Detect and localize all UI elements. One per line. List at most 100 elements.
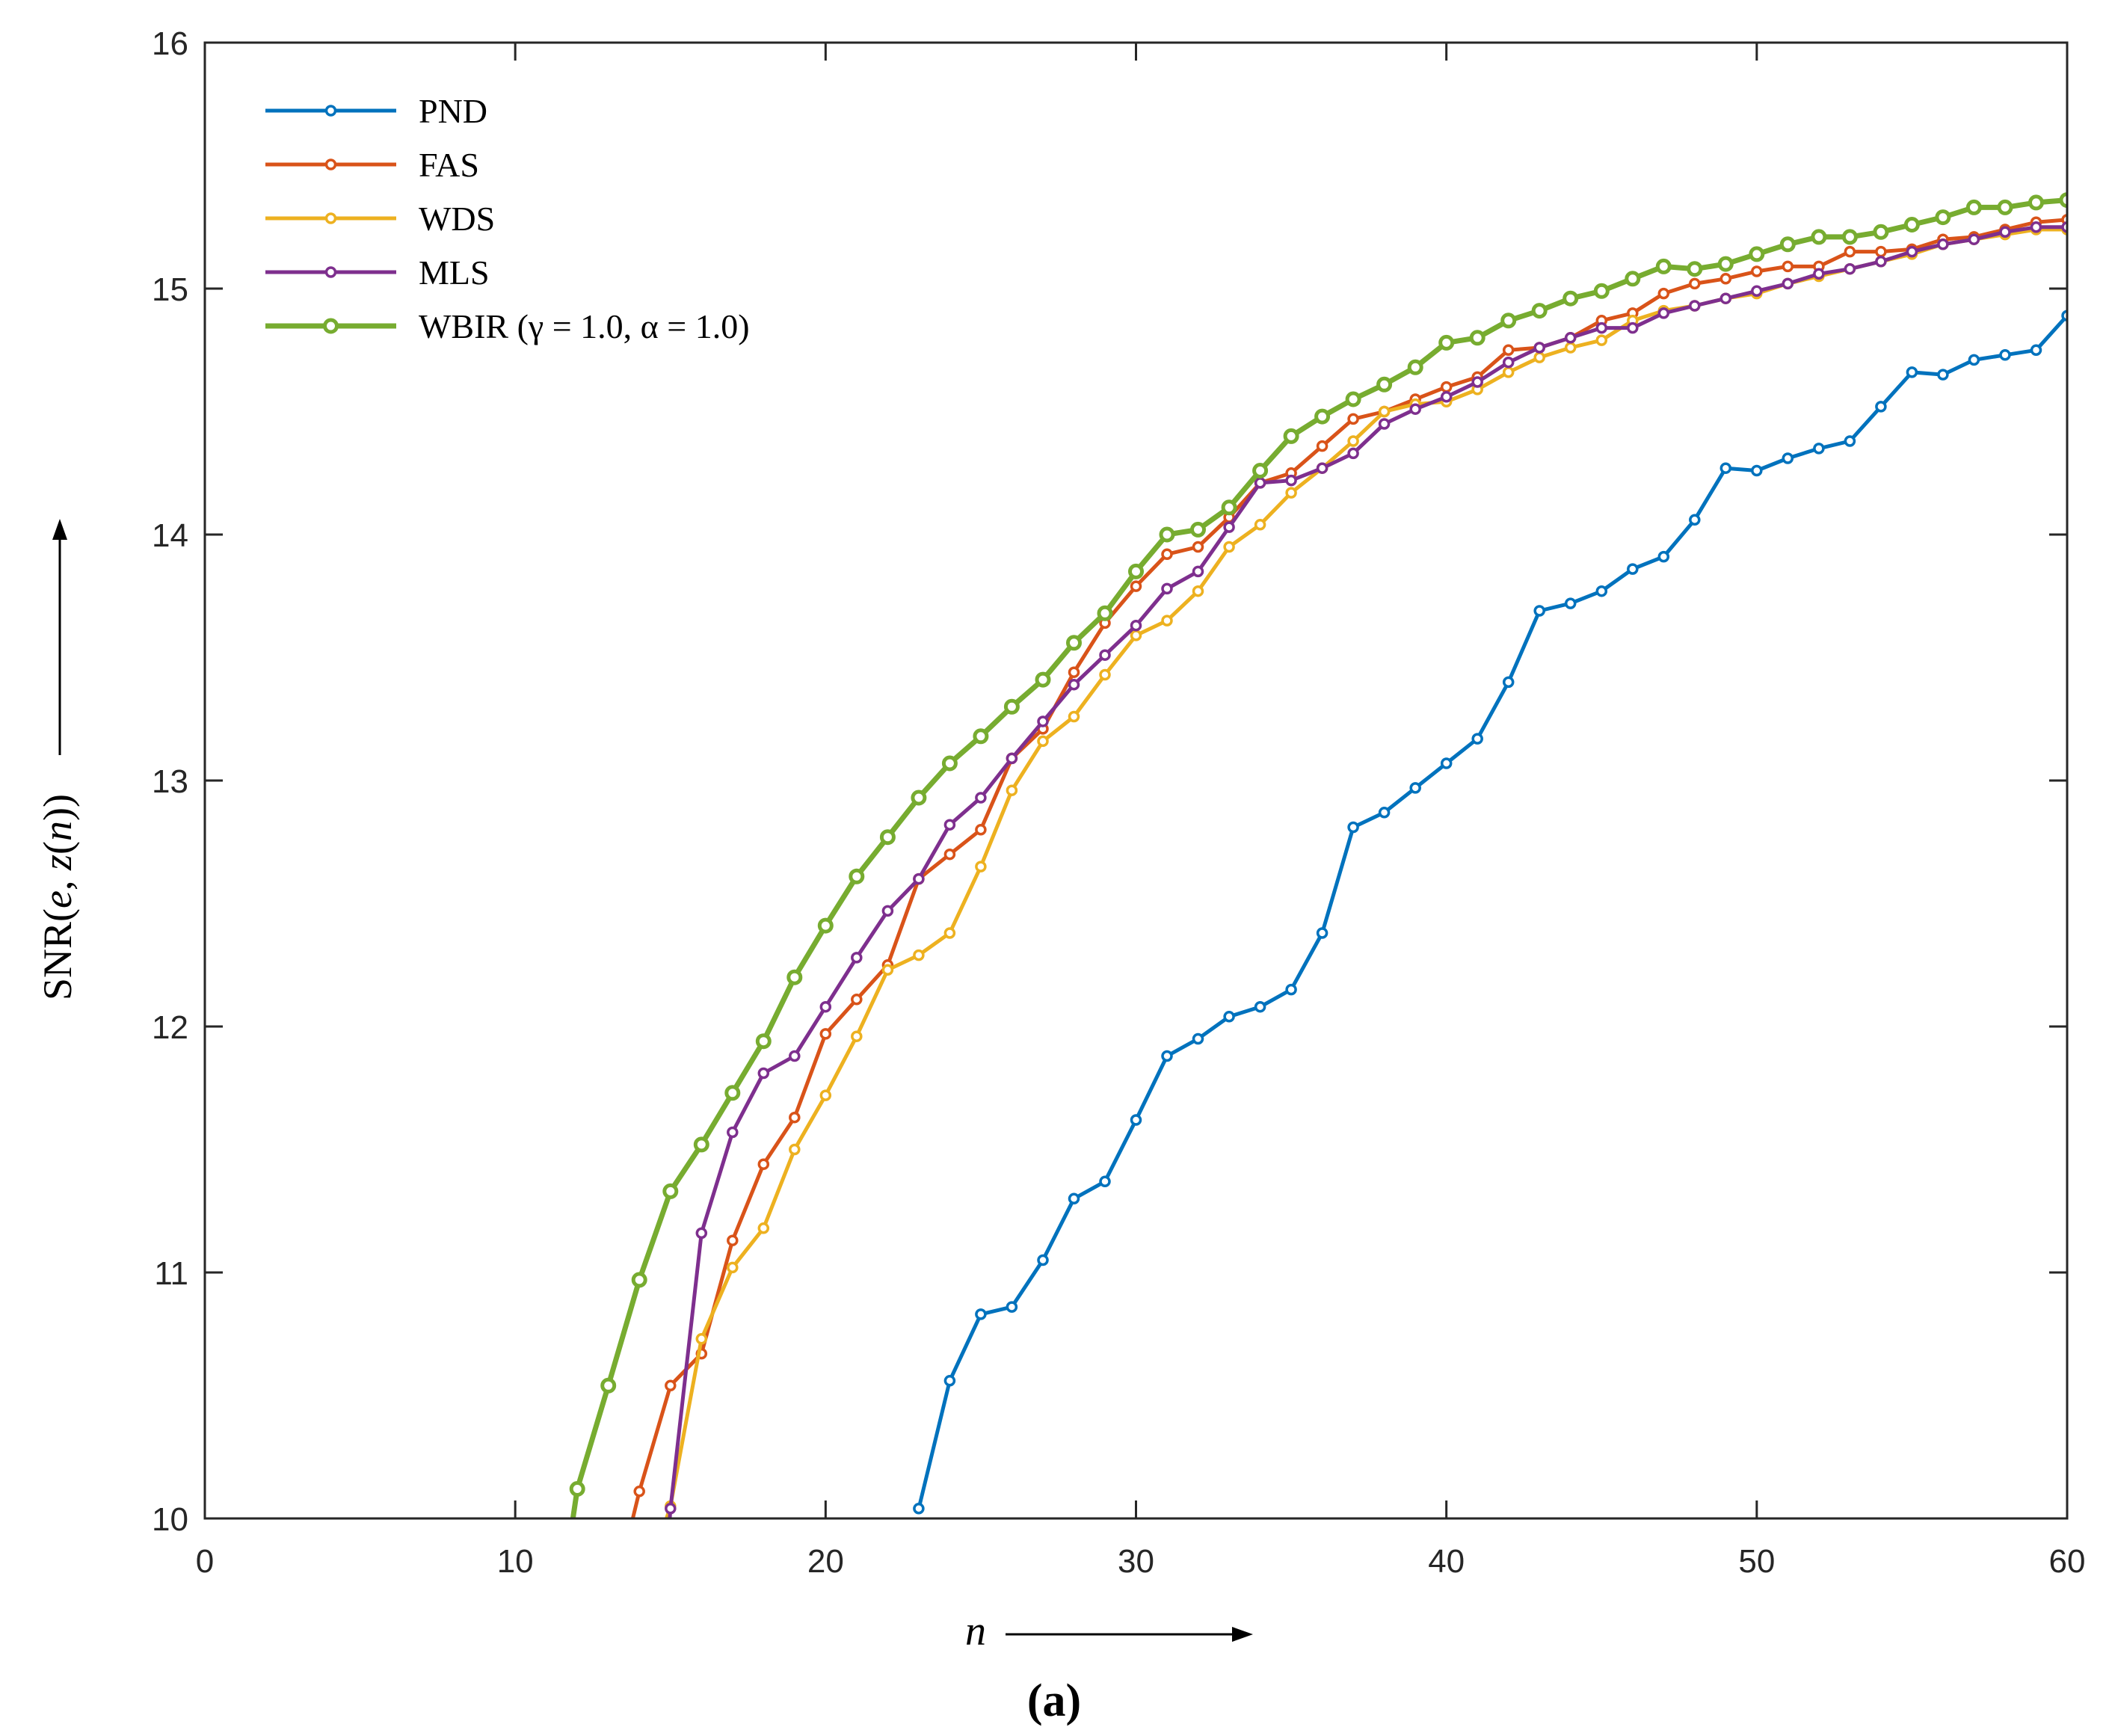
data-point xyxy=(913,949,925,961)
data-point xyxy=(1192,1032,1204,1045)
data-point xyxy=(727,1261,739,1274)
data-point xyxy=(2030,221,2042,233)
tick-marks xyxy=(203,41,2069,1520)
x-tick-label: 50 xyxy=(1738,1543,1775,1580)
data-point xyxy=(1717,256,1734,272)
data-point xyxy=(1066,635,1082,651)
y-tick-labels: 10 11 12 13 14 15 16 xyxy=(152,25,188,1538)
data-point xyxy=(1378,405,1391,418)
data-point xyxy=(1531,303,1548,319)
data-point xyxy=(1500,313,1517,329)
data-point xyxy=(2059,192,2067,209)
data-point xyxy=(1099,668,1111,681)
data-point xyxy=(1875,401,1887,413)
data-point xyxy=(693,1136,709,1153)
data-point xyxy=(943,819,956,831)
data-point xyxy=(851,994,863,1006)
legend-marker xyxy=(324,158,337,170)
data-point xyxy=(695,1333,708,1345)
data-point xyxy=(1968,354,1980,366)
series-line xyxy=(917,314,2067,1509)
data-point xyxy=(1037,1254,1049,1266)
data-point xyxy=(819,1028,832,1040)
data-point xyxy=(1347,435,1359,447)
data-point xyxy=(1068,678,1080,691)
y-axis-arrowhead xyxy=(52,519,67,540)
series-0 xyxy=(913,310,2067,1515)
data-point xyxy=(1844,262,1856,275)
data-point xyxy=(1097,605,1113,621)
data-point xyxy=(1999,349,2011,361)
data-point xyxy=(1006,784,1018,796)
data-point xyxy=(1409,403,1421,415)
data-point xyxy=(1562,290,1579,307)
data-point xyxy=(1595,321,1608,334)
data-point xyxy=(724,1085,741,1101)
data-point xyxy=(973,728,989,745)
data-point xyxy=(1903,217,1920,233)
y-tick-label: 10 xyxy=(152,1501,188,1538)
data-point xyxy=(1657,550,1670,563)
data-point xyxy=(1068,710,1080,723)
x-tick-label: 40 xyxy=(1428,1543,1465,1580)
data-point xyxy=(1875,245,1887,258)
data-point xyxy=(1999,226,2011,238)
data-point xyxy=(1285,474,1297,487)
data-point xyxy=(851,952,863,964)
data-point xyxy=(1161,615,1173,627)
data-point xyxy=(1719,292,1732,304)
data-point xyxy=(1502,676,1515,689)
data-point xyxy=(1564,597,1577,609)
data-point xyxy=(1440,757,1453,769)
data-point xyxy=(1252,463,1269,478)
data-point xyxy=(1657,307,1670,319)
y-tick-label: 11 xyxy=(154,1255,188,1292)
data-point xyxy=(1782,452,1794,464)
data-point xyxy=(665,1379,677,1392)
data-point xyxy=(1161,1050,1173,1062)
data-point xyxy=(1283,428,1299,444)
data-point xyxy=(851,1030,863,1042)
legend: PND FAS WDS MLS WBIR (γ = 1.0, α = 1.0) xyxy=(265,92,750,345)
legend-label: FAS xyxy=(419,146,479,184)
data-point xyxy=(695,1227,708,1240)
data-point xyxy=(789,1050,801,1062)
data-point xyxy=(1347,413,1359,425)
data-point xyxy=(1844,435,1856,447)
y-tick-label: 15 xyxy=(152,271,188,308)
data-point xyxy=(1347,821,1359,834)
data-point xyxy=(757,1158,770,1170)
data-point xyxy=(975,861,987,872)
data-point xyxy=(2028,194,2044,211)
data-point xyxy=(1997,199,2013,215)
data-point xyxy=(1719,462,1732,474)
x-axis-label: n xyxy=(965,1608,986,1655)
data-point xyxy=(975,1308,987,1320)
data-point xyxy=(1314,408,1331,425)
data-point xyxy=(1223,1011,1235,1023)
data-point xyxy=(819,1089,832,1101)
data-point xyxy=(881,905,894,917)
data-point xyxy=(1935,209,1951,226)
data-point xyxy=(1161,548,1173,561)
data-point xyxy=(1130,580,1142,592)
data-point xyxy=(1407,359,1423,375)
legend-marker xyxy=(324,105,337,117)
data-point xyxy=(1316,440,1328,452)
data-point xyxy=(1037,715,1049,727)
data-point xyxy=(1128,563,1144,579)
data-point xyxy=(2030,344,2042,357)
data-point xyxy=(1502,366,1515,378)
data-point xyxy=(1813,268,1825,280)
data-point xyxy=(1440,381,1453,393)
data-point xyxy=(1627,321,1639,334)
data-point xyxy=(786,969,803,985)
data-point xyxy=(1564,332,1577,344)
data-point xyxy=(1378,418,1391,430)
data-point xyxy=(1595,585,1608,597)
data-point xyxy=(1937,238,1949,250)
data-point xyxy=(1378,807,1391,819)
data-point xyxy=(1595,334,1608,346)
legend-label: PND xyxy=(419,92,487,130)
